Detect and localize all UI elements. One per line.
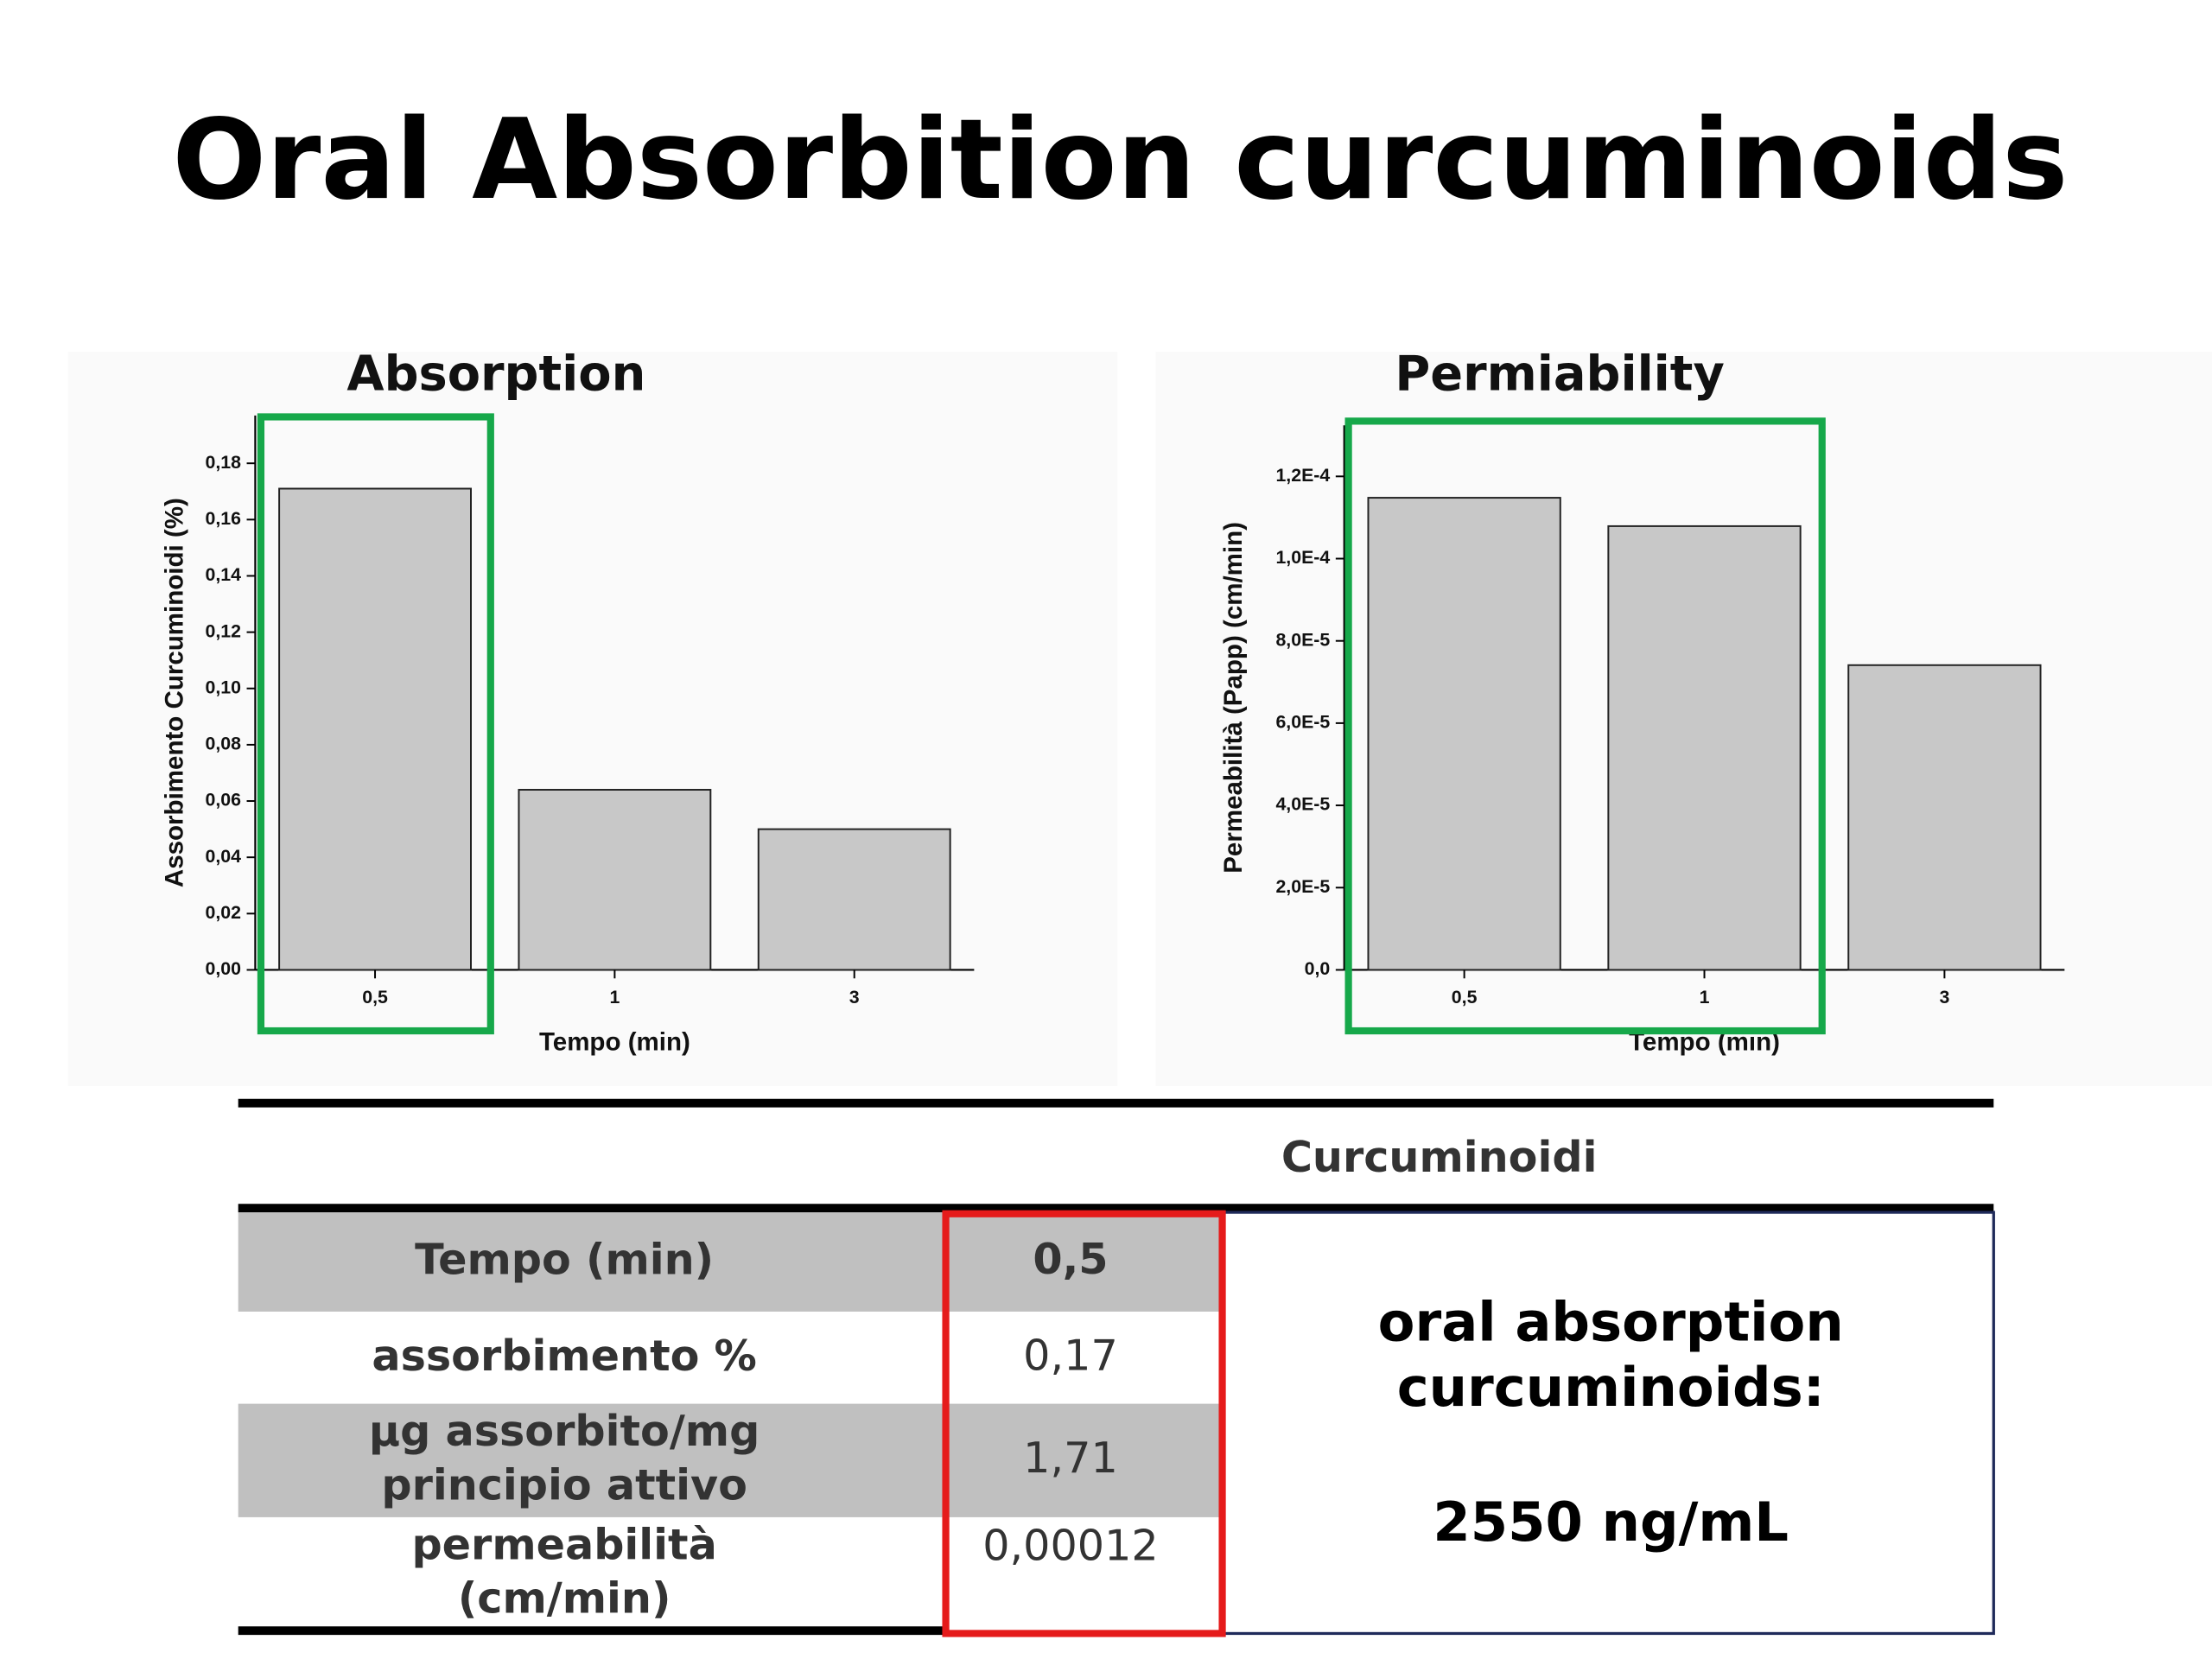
chart: Permiability 0,0 2,0E-5 4,0E-5 6,0E-5 8,0E-5 1…	[1219, 346, 2065, 1057]
row-shade	[238, 1212, 1223, 1312]
bar	[757, 828, 951, 971]
y-tick-label: 0,0	[1305, 958, 1331, 979]
y-tick-label: 0,14	[205, 564, 241, 585]
y-tick-label: 6,0E-5	[1275, 712, 1330, 733]
highlight-box	[257, 413, 494, 1035]
cell-value: 1,71	[1023, 1433, 1118, 1483]
cell-value: 0,17	[1023, 1331, 1118, 1381]
row-label: permeabilità (cm/min)	[411, 1519, 716, 1623]
bar	[1607, 524, 1802, 971]
bar	[518, 789, 712, 971]
chart: Absorption 0,00 0,02 0,04 0,06 0,08 0,10 0,12 0,…	[160, 346, 975, 1057]
row-label: µg assorbito/mg principio attivo	[369, 1406, 760, 1510]
chart-title: Absorption	[346, 346, 645, 403]
y-tick-label: 0,18	[205, 452, 241, 473]
x-axis-label: Tempo (min)	[539, 1028, 690, 1057]
bar	[1367, 497, 1561, 971]
y-tick-label: 0,00	[205, 958, 241, 979]
y-tick-label: 0,08	[205, 734, 241, 754]
highlight-box	[1344, 417, 1826, 1035]
y-tick-label: 1,2E-4	[1275, 465, 1330, 486]
y-tick-label: 0,16	[205, 508, 241, 529]
cell-value: 0,00012	[982, 1521, 1159, 1571]
highlight-box	[942, 1210, 1226, 1637]
x-tick-label: 0,5	[362, 987, 388, 1007]
callout-value: 2550 ng/mL	[1433, 1491, 1789, 1554]
callout-box	[1220, 1211, 1995, 1636]
y-axis-label: Assorbimento Curcuminoidi (%)	[160, 498, 188, 887]
bar	[278, 487, 472, 971]
y-tick-label: 0,12	[205, 620, 241, 641]
y-tick-label: 1,0E-4	[1275, 547, 1330, 568]
chart-title: Permiability	[1395, 346, 1724, 403]
row-shade	[238, 1403, 1223, 1517]
x-tick-label: 1	[1700, 987, 1710, 1007]
y-tick-label: 0,06	[205, 790, 241, 810]
y-tick-label: 4,0E-5	[1275, 794, 1330, 815]
y-tick-label: 8,0E-5	[1275, 629, 1330, 650]
row-label: Tempo (min)	[415, 1234, 714, 1284]
callout: oral absorption curcuminoids: 2550 ng/mL	[1378, 1290, 1844, 1553]
y-tick-label: 0,04	[205, 846, 241, 867]
callout-text: oral absorption curcuminoids:	[1378, 1290, 1844, 1419]
slide-title: Oral Absorbition curcuminoids	[172, 96, 2068, 225]
y-tick-label: 2,0E-5	[1275, 876, 1330, 897]
table: Tempo (min) 0,5 assorbimento % 0,17 µg assor…	[369, 1234, 1159, 1623]
y-tick-label: 0,02	[205, 902, 241, 923]
x-tick-label: 0,5	[1452, 987, 1478, 1007]
y-axis-label: Permeabilità (Papp) (cm/min)	[1219, 522, 1248, 874]
table-header: Curcuminoidi	[1281, 1132, 1598, 1182]
x-tick-label: 3	[849, 987, 860, 1007]
y-tick-label: 0,10	[205, 677, 241, 697]
x-tick-label: 1	[609, 987, 620, 1007]
cell-value: 0,5	[1033, 1234, 1108, 1284]
bar	[1847, 664, 2042, 971]
x-tick-label: 3	[1939, 987, 1949, 1007]
row-label: assorbimento %	[372, 1331, 757, 1381]
